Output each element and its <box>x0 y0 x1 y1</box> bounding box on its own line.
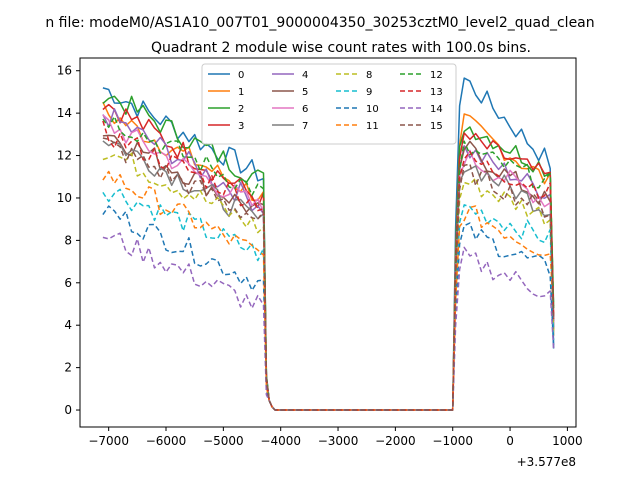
legend-label: 11 <box>366 121 379 132</box>
legend-label: 8 <box>366 70 372 81</box>
legend-label: 4 <box>302 70 308 81</box>
legend-label: 0 <box>238 70 244 81</box>
series-line-9 <box>102 188 555 411</box>
series-line-0 <box>102 77 555 411</box>
y-tick-label: 12 <box>57 149 72 163</box>
series-line-2 <box>102 95 555 411</box>
y-tick-label: 2 <box>64 361 72 375</box>
legend-label: 6 <box>302 104 308 115</box>
x-tick-label: 0 <box>506 434 514 448</box>
y-tick-label: 6 <box>64 276 72 290</box>
series-line-15 <box>102 137 555 411</box>
y-tick-label: 8 <box>64 233 72 247</box>
legend-label: 10 <box>366 104 379 115</box>
legend-label: 2 <box>238 104 244 115</box>
legend-label: 13 <box>430 87 443 98</box>
series-line-8 <box>102 152 555 411</box>
series-line-13 <box>102 120 555 411</box>
legend-label: 15 <box>430 121 443 132</box>
x-tick-label: −5000 <box>203 434 244 448</box>
legend-label: 3 <box>238 121 244 132</box>
series-line-12 <box>102 115 555 411</box>
y-tick-label: 16 <box>57 64 72 78</box>
series-line-11 <box>102 170 555 411</box>
legend-label: 1 <box>238 87 244 98</box>
legend-label: 14 <box>430 104 443 115</box>
series-line-7 <box>102 140 555 411</box>
series-line-14 <box>102 232 555 411</box>
x-tick-label: −1000 <box>432 434 473 448</box>
figure-suptitle: n file: modeM0/AS1A10_007T01_9000004350_… <box>45 15 594 31</box>
y-tick-label: 14 <box>57 106 72 120</box>
series-line-10 <box>102 205 555 411</box>
chart-title: Quadrant 2 module wise count rates with … <box>151 40 531 56</box>
x-tick-label: −6000 <box>146 434 187 448</box>
x-tick-label: −2000 <box>375 434 416 448</box>
y-axis: 0 2 4 6 8 10 12 14 16 <box>57 64 80 417</box>
y-tick-label: 0 <box>64 403 72 417</box>
plot-lines <box>102 77 555 411</box>
x-tick-label: 1000 <box>552 434 583 448</box>
legend-box <box>201 63 457 145</box>
x-tick-label: −7000 <box>88 434 129 448</box>
legend-label: 9 <box>366 87 372 98</box>
x-offset-label: +3.577e8 <box>517 455 576 469</box>
x-tick-label: −4000 <box>260 434 301 448</box>
plot-frame <box>79 57 577 428</box>
legend-label: 5 <box>302 87 308 98</box>
legend-label: 7 <box>302 121 308 132</box>
x-axis: −7000 −6000 −5000 −4000 −3000 −2000 −1000 0 1000 <box>88 427 583 448</box>
y-tick-label: 4 <box>64 318 72 332</box>
x-tick-label: −3000 <box>318 434 359 448</box>
y-tick-label: 10 <box>57 191 72 205</box>
legend-label: 12 <box>430 70 443 81</box>
